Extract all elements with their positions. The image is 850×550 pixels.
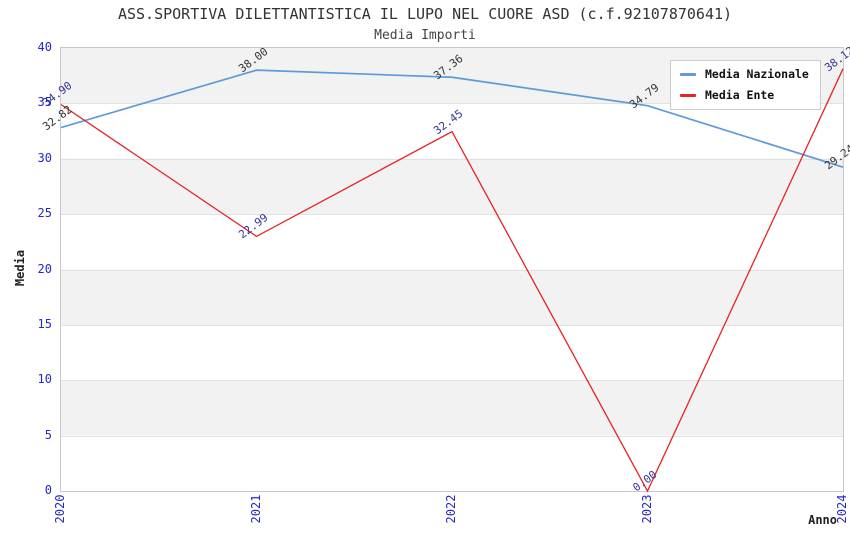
x-axis-title: Anno: [808, 513, 837, 527]
y-tick-label: 5: [44, 427, 52, 442]
y-tick-label: 25: [37, 206, 52, 221]
y-axis-title: Media: [13, 249, 27, 287]
legend-item-media-nazionale: Media Nazionale: [680, 67, 809, 81]
chart-subtitle: Media Importi: [374, 28, 476, 43]
legend-item-media-ente: Media Ente: [680, 88, 809, 102]
y-tick-label: 10: [37, 372, 52, 387]
series-lines: [60, 68, 844, 493]
legend-label-media-ente: Media Ente: [705, 88, 775, 102]
x-tick-label: 2021: [248, 494, 263, 524]
gridline: [61, 324, 843, 326]
y-tick-label: 15: [37, 316, 52, 331]
y-tick-label: 35: [37, 95, 52, 110]
gridline: [61, 158, 843, 160]
gridline: [61, 214, 843, 216]
y-tick-label: 0: [44, 483, 52, 497]
legend-label-media-nazionale: Media Nazionale: [705, 67, 809, 81]
x-tick-label: 2020: [53, 494, 67, 524]
y-tick-label: 40: [37, 40, 52, 54]
legend: Media Nazionale Media Ente: [670, 60, 821, 110]
gridline: [61, 435, 843, 437]
gridline: [61, 103, 843, 105]
media-nazionale-line-swatch: [680, 72, 696, 76]
y-tick-label: 20: [37, 261, 52, 276]
media-ente-line-swatch: [680, 93, 696, 97]
chart-title: ASS.SPORTIVA DILETTANTISTICA IL LUPO NEL…: [117, 5, 733, 23]
x-tick-label: 2023: [639, 494, 654, 524]
y-tick-label: 30: [37, 150, 52, 165]
x-tick-label: 2024: [835, 494, 849, 524]
series-line-1: [60, 68, 844, 493]
gridline: [61, 380, 843, 382]
plot-area: [60, 47, 844, 493]
series-line-0: [60, 69, 844, 168]
x-tick-label: 2022: [444, 494, 458, 524]
gridline: [61, 269, 843, 271]
